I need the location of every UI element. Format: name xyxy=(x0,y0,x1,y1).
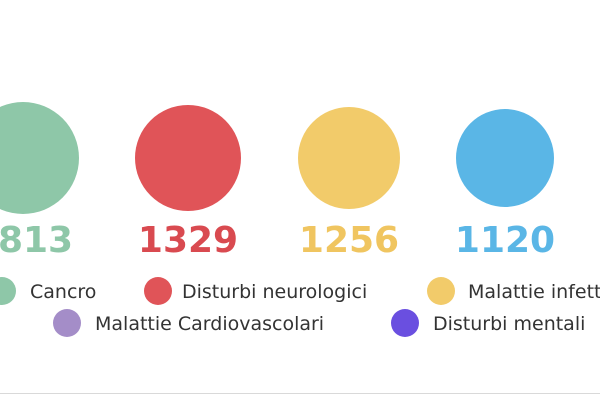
value-label-3: 1256 xyxy=(299,220,399,261)
legend-item-3: Malattie infettive xyxy=(427,277,600,305)
value-labels-layer: 1813 1329 1256 1120 xyxy=(0,220,555,261)
value-label-2: 1329 xyxy=(138,220,238,261)
chart-baseline xyxy=(0,393,600,394)
legend-label: Cancro xyxy=(30,281,96,303)
bubble-4 xyxy=(456,109,554,207)
bubble-3 xyxy=(298,107,400,209)
bubble-2 xyxy=(135,105,241,211)
value-label-4: 1120 xyxy=(455,220,555,261)
legend-label: Disturbi neurologici xyxy=(182,281,367,303)
legend: Cancro Disturbi neurologici Malattie infet… xyxy=(0,277,600,337)
legend-label: Malattie Cardiovascolari xyxy=(95,313,324,335)
legend-marker xyxy=(53,309,81,337)
value-label-1: 1813 xyxy=(0,220,73,261)
legend-item-5: Disturbi mentali xyxy=(391,309,585,337)
legend-marker xyxy=(391,309,419,337)
legend-marker xyxy=(427,277,455,305)
legend-marker xyxy=(144,277,172,305)
legend-label: Disturbi mentali xyxy=(433,313,585,335)
bubbles-layer xyxy=(0,102,554,214)
legend-marker xyxy=(0,277,16,305)
bubble-1 xyxy=(0,102,79,214)
legend-item-2: Disturbi neurologici xyxy=(144,277,367,305)
legend-item-1: Cancro xyxy=(0,277,96,305)
legend-label: Malattie infettive xyxy=(468,281,600,303)
legend-item-4: Malattie Cardiovascolari xyxy=(53,309,324,337)
